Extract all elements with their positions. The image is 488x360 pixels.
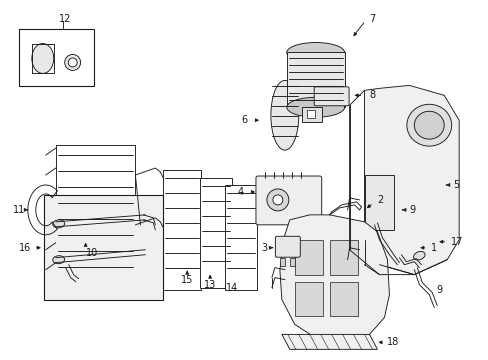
FancyBboxPatch shape xyxy=(255,176,321,225)
Text: 13: 13 xyxy=(203,280,216,289)
Text: 7: 7 xyxy=(369,14,375,24)
Bar xyxy=(294,282,322,316)
Text: 14: 14 xyxy=(225,283,238,293)
Ellipse shape xyxy=(64,54,81,71)
Bar xyxy=(279,258,285,266)
FancyBboxPatch shape xyxy=(275,236,300,257)
Text: 10: 10 xyxy=(85,248,98,258)
Bar xyxy=(329,240,357,275)
Ellipse shape xyxy=(286,42,344,62)
Ellipse shape xyxy=(32,44,54,73)
Ellipse shape xyxy=(53,220,64,228)
Bar xyxy=(301,107,321,122)
Circle shape xyxy=(266,189,288,211)
Bar xyxy=(294,240,322,275)
Text: 3: 3 xyxy=(261,243,267,253)
Text: 1: 1 xyxy=(430,243,436,253)
Ellipse shape xyxy=(68,58,77,67)
Polygon shape xyxy=(364,85,458,275)
Text: 2: 2 xyxy=(377,195,383,205)
Circle shape xyxy=(272,195,282,205)
Ellipse shape xyxy=(286,97,344,117)
Bar xyxy=(200,178,232,288)
Polygon shape xyxy=(279,215,388,341)
Text: 5: 5 xyxy=(452,180,459,190)
Text: 12: 12 xyxy=(59,14,71,24)
Text: 16: 16 xyxy=(19,243,31,253)
Text: 15: 15 xyxy=(181,275,193,285)
Bar xyxy=(19,28,93,86)
FancyBboxPatch shape xyxy=(314,87,348,106)
Text: 8: 8 xyxy=(369,90,375,100)
Text: 4: 4 xyxy=(237,187,244,197)
Bar xyxy=(329,282,357,316)
Bar xyxy=(364,175,394,230)
Bar xyxy=(224,185,256,289)
Ellipse shape xyxy=(270,80,298,150)
Text: 6: 6 xyxy=(242,115,247,125)
Text: 17: 17 xyxy=(450,237,463,247)
Polygon shape xyxy=(281,334,377,349)
Bar xyxy=(286,53,344,107)
Bar xyxy=(44,195,163,300)
Bar xyxy=(56,145,135,285)
Text: 11: 11 xyxy=(13,205,25,215)
Bar xyxy=(289,258,294,266)
Ellipse shape xyxy=(413,251,424,260)
Text: 9: 9 xyxy=(408,205,415,215)
Ellipse shape xyxy=(406,104,451,146)
Ellipse shape xyxy=(53,256,64,264)
Bar xyxy=(163,170,201,289)
Text: 18: 18 xyxy=(386,337,399,347)
Ellipse shape xyxy=(413,111,443,139)
Text: 9: 9 xyxy=(435,284,442,294)
Bar xyxy=(306,110,314,118)
